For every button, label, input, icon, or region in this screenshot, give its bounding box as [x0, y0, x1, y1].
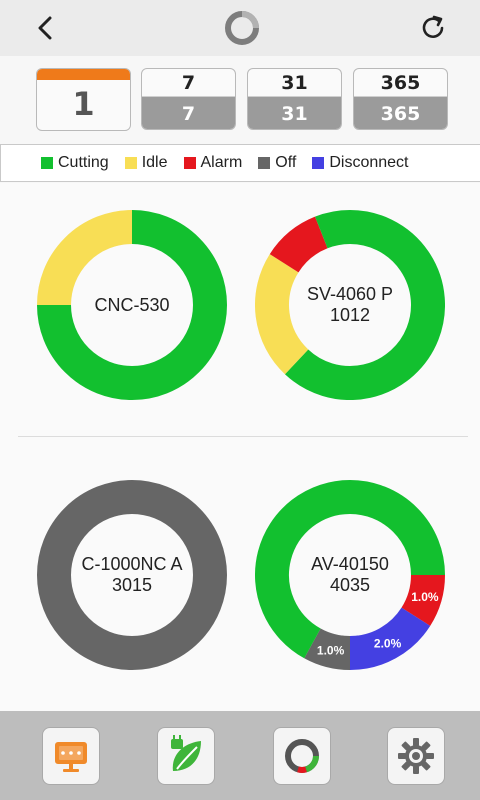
tab-month-bottom: 31 [248, 97, 341, 129]
bottom-nav [0, 711, 480, 800]
legend-swatch [183, 157, 196, 169]
donut-segment-disconnect [349, 607, 431, 670]
machine-name: SV-4060 P [306, 284, 394, 304]
donut-chart [255, 210, 445, 400]
donut-segment-cutting [284, 210, 445, 400]
machine-panel: CNC-530 SV-4060 P 1012 C-1000NC A 3015 1… [0, 183, 480, 711]
legend-label: Disconnect [329, 154, 409, 171]
nav-settings-button[interactable] [387, 727, 445, 785]
monitor-icon [55, 742, 87, 772]
machine-donut-av-40150[interactable]: 1.0% 2.0% 1.0% AV-40150 4035 [255, 480, 445, 670]
segment-percent-label: 2.0% [374, 636, 402, 650]
nav-monitor-button[interactable] [42, 727, 100, 785]
segment-percent-label: 1.0% [411, 590, 439, 604]
utilization-ring-icon [285, 739, 319, 773]
machine-serial: 1012 [329, 305, 371, 325]
tab-day-active-indicator [37, 69, 130, 80]
tab-month-top: 31 [248, 69, 341, 97]
donut-segment-cutting [255, 480, 351, 659]
tab-week-top: 7 [142, 69, 235, 97]
tab-week-bottom: 7 [142, 97, 235, 129]
donut-segment-cutting [37, 210, 227, 400]
row-divider [18, 436, 468, 437]
donut-segment-cutting [315, 210, 351, 249]
refresh-button[interactable] [414, 8, 454, 48]
legend-label: Alarm [200, 154, 243, 171]
tab-month[interactable]: 31 31 [247, 68, 342, 130]
legend-swatch [312, 157, 325, 169]
tab-day[interactable]: 1 [36, 68, 131, 131]
ring-icon [225, 11, 259, 45]
donut-chart: 1.0% 2.0% 1.0% [255, 480, 445, 670]
legend-swatch [258, 157, 271, 169]
back-button[interactable] [26, 8, 66, 48]
energy-leaf-icon [171, 735, 201, 771]
status-ring-button[interactable] [222, 8, 262, 48]
donut-segment-idle [37, 210, 133, 306]
machine-serial: 4035 [329, 575, 371, 595]
settings-gear-icon [398, 738, 434, 774]
legend-label: Cutting [58, 154, 109, 171]
machine-donut-sv-4060p[interactable]: SV-4060 P 1012 [255, 210, 445, 400]
donut-chart [37, 210, 227, 400]
machine-serial: 3015 [111, 575, 153, 595]
machine-donut-cnc-530[interactable]: CNC-530 [37, 210, 227, 400]
tab-week[interactable]: 7 7 [141, 68, 236, 130]
legend-item-idle: Idle [124, 154, 168, 172]
donut-segment-alarm [269, 216, 329, 273]
donut-segment-off [37, 480, 227, 670]
legend-label: Off [275, 154, 297, 171]
tab-year[interactable]: 365 365 [353, 68, 448, 130]
donut-segment-cutting [349, 480, 445, 576]
legend-item-cutting: Cutting [41, 154, 109, 172]
legend-item-off: Off [258, 154, 296, 172]
top-bar [0, 0, 480, 56]
machine-name: AV-40150 [311, 554, 389, 574]
legend-swatch [124, 157, 137, 169]
legend-item-disconnect: Disconnect [312, 154, 408, 172]
segment-percent-label: 1.0% [317, 644, 345, 658]
legend-swatch [41, 157, 53, 169]
period-tabs: 1 7 7 31 31 365 365 [0, 56, 480, 140]
legend-label: Idle [141, 154, 168, 171]
legend-item-alarm: Alarm [183, 154, 243, 172]
donut-segment-idle [255, 254, 309, 375]
tab-year-bottom: 365 [354, 97, 447, 129]
tab-day-label: 1 [72, 85, 95, 123]
status-legend: Cutting Idle Alarm Off Disconnect [0, 144, 480, 182]
refresh-icon [422, 15, 444, 38]
machine-donut-c-1000nc-a[interactable]: C-1000NC A 3015 [37, 480, 227, 670]
donut-segment-off [304, 628, 351, 670]
chevron-left-icon [38, 16, 52, 40]
tab-year-top: 365 [354, 69, 447, 97]
nav-utilization-button[interactable] [273, 727, 331, 785]
donut-chart [37, 480, 227, 670]
machine-name: CNC-530 [94, 294, 170, 315]
nav-energy-button[interactable] [157, 727, 215, 785]
machine-name: C-1000NC A [81, 554, 183, 574]
donut-segment-alarm [401, 574, 445, 626]
